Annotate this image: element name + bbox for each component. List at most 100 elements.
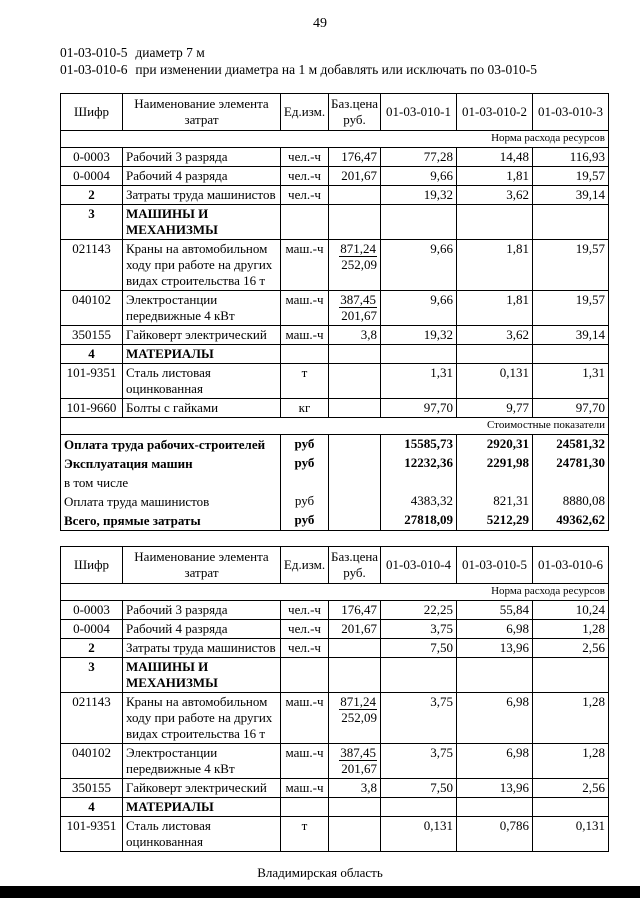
cell-value — [380, 204, 457, 240]
cell-unit: чел.-ч — [280, 185, 329, 205]
cell-name: Гайковерт электрический — [122, 325, 281, 345]
cell-unit: чел.-ч — [280, 166, 329, 186]
cell-value: 2,56 — [532, 638, 609, 658]
cell-code: 021143 — [60, 239, 123, 291]
table-row: Норма расхода ресурсов — [60, 583, 609, 601]
cell-value: 116,93 — [532, 147, 609, 167]
cell-code: 040102 — [60, 743, 123, 779]
table-row: Норма расхода ресурсов — [60, 130, 609, 148]
cell-name: Сталь листовая оцинкованная — [122, 816, 281, 852]
cell-value: 9,66 — [380, 166, 457, 186]
cell-price — [328, 344, 381, 364]
note-cell: Стоимостные показатели — [60, 417, 609, 435]
column-header: Шифр — [60, 546, 123, 584]
price-number: 387,45 — [339, 745, 377, 761]
cell-name: Рабочий 3 разряда — [122, 147, 281, 167]
table-row: 350155 Гайковерт электрический маш.-ч 3,8 19… — [60, 325, 609, 345]
cell-value: 3,75 — [380, 619, 457, 639]
cell-unit: чел.-ч — [280, 600, 329, 620]
cell-value: 2291,98 — [456, 454, 533, 473]
column-header: Наименование элемента затрат — [122, 93, 281, 131]
cell-value: 9,66 — [380, 290, 457, 326]
header-line: 01-03-010-5 диаметр 7 м — [60, 44, 640, 61]
cell-unit — [280, 473, 329, 492]
cell-price: 176,47 — [328, 147, 381, 167]
table-row: 2 Затраты труда машинистов чел.-ч 19,32 3,62… — [60, 185, 609, 205]
cell-code: 3 — [60, 204, 123, 240]
cell-name: МАТЕРИАЛЫ — [122, 797, 281, 817]
cell-price — [328, 363, 381, 399]
cell-value: 3,62 — [456, 325, 533, 345]
price-value: 871,24 — [332, 241, 377, 257]
cell-price — [328, 398, 381, 418]
table-row: 0-0004 Рабочий 4 разряда чел.-ч 201,67 3,75 6… — [60, 619, 609, 639]
cell-name: Электростанции передвижные 4 кВт — [122, 743, 281, 779]
cell-value — [532, 797, 609, 817]
table-row: Стоимостные показатели — [60, 417, 609, 435]
cell-value: 13,96 — [456, 638, 533, 658]
cell-unit: кг — [280, 398, 329, 418]
cell-code: 3 — [60, 657, 123, 693]
price-number: 3,8 — [360, 327, 377, 342]
price-value: 201,67 — [332, 168, 377, 184]
cell-price: 3,8 — [328, 325, 381, 345]
cell-name: Сталь листовая оцинкованная — [122, 363, 281, 399]
cell-value: 39,14 — [532, 325, 609, 345]
cell-value: 2920,31 — [456, 434, 533, 454]
cell-code: 101-9660 — [60, 398, 123, 418]
cell-name: Рабочий 4 разряда — [122, 619, 281, 639]
cell-value — [456, 657, 533, 693]
cell-value: 1,81 — [456, 166, 533, 186]
cell-value: 2,56 — [532, 778, 609, 798]
cell-value: 19,32 — [380, 185, 457, 205]
table-row: 4 МАТЕРИАЛЫ — [60, 344, 609, 364]
column-header: Баз.цена руб. — [328, 546, 381, 584]
cell-unit: т — [280, 363, 329, 399]
estimate-table-2: Шифр Наименование элемента затрат Ед.изм. Б… — [60, 546, 609, 852]
cell-value: 12232,36 — [380, 454, 457, 473]
cell-value: 0,131 — [532, 816, 609, 852]
header-lines: 01-03-010-5 диаметр 7 м 01-03-010-6 при … — [60, 44, 640, 78]
cell-code: 2 — [60, 185, 123, 205]
cell-value: 97,70 — [532, 398, 609, 418]
cell-value: 3,62 — [456, 185, 533, 205]
cell-value: 55,84 — [456, 600, 533, 620]
cell-code: 0-0003 — [60, 147, 123, 167]
price-number: 176,47 — [341, 602, 377, 617]
cell-price — [328, 185, 381, 205]
price-number: 201,67 — [341, 761, 377, 776]
price-number: 871,24 — [339, 694, 377, 710]
cell-code: 101-9351 — [60, 363, 123, 399]
cell-price: 201,67 — [328, 166, 381, 186]
cell-value — [380, 797, 457, 817]
table-row: в том числе — [60, 473, 609, 492]
cell-value: 1,81 — [456, 239, 533, 291]
table-row: Эксплуатация машин руб 12232,36 2291,98 2478… — [60, 454, 609, 473]
price-value: 176,47 — [332, 149, 377, 165]
cell-value: 6,98 — [456, 743, 533, 779]
price-value: 201,67 — [332, 621, 377, 637]
cell-value: 7,50 — [380, 778, 457, 798]
table-row: 2 Затраты труда машинистов чел.-ч 7,50 13,96… — [60, 638, 609, 658]
cell-price — [328, 454, 381, 473]
table-row: 0-0003 Рабочий 3 разряда чел.-ч 176,47 77,28… — [60, 147, 609, 167]
cell-price — [328, 638, 381, 658]
cell-unit: маш.-ч — [280, 325, 329, 345]
cell-code: 021143 — [60, 692, 123, 744]
table-row: 4 МАТЕРИАЛЫ — [60, 797, 609, 817]
table-row: 350155 Гайковерт электрический маш.-ч 3,8 7,… — [60, 778, 609, 798]
cell-unit: маш.-ч — [280, 692, 329, 744]
price-value: 252,09 — [332, 257, 377, 273]
note-cell: Норма расхода ресурсов — [60, 583, 609, 601]
cell-value: 1,31 — [380, 363, 457, 399]
cell-value: 24581,32 — [532, 434, 609, 454]
cell-value: 4383,32 — [380, 492, 457, 511]
norm-code: 01-03-010-6 — [60, 62, 128, 77]
norm-description: при изменении диаметра на 1 м добавлять … — [135, 62, 537, 77]
cell-price — [328, 797, 381, 817]
cell-value — [532, 204, 609, 240]
price-value: 201,67 — [332, 308, 377, 324]
cell-name: Затраты труда машинистов — [122, 638, 281, 658]
cell-unit — [280, 657, 329, 693]
cell-value: 0,786 — [456, 816, 533, 852]
